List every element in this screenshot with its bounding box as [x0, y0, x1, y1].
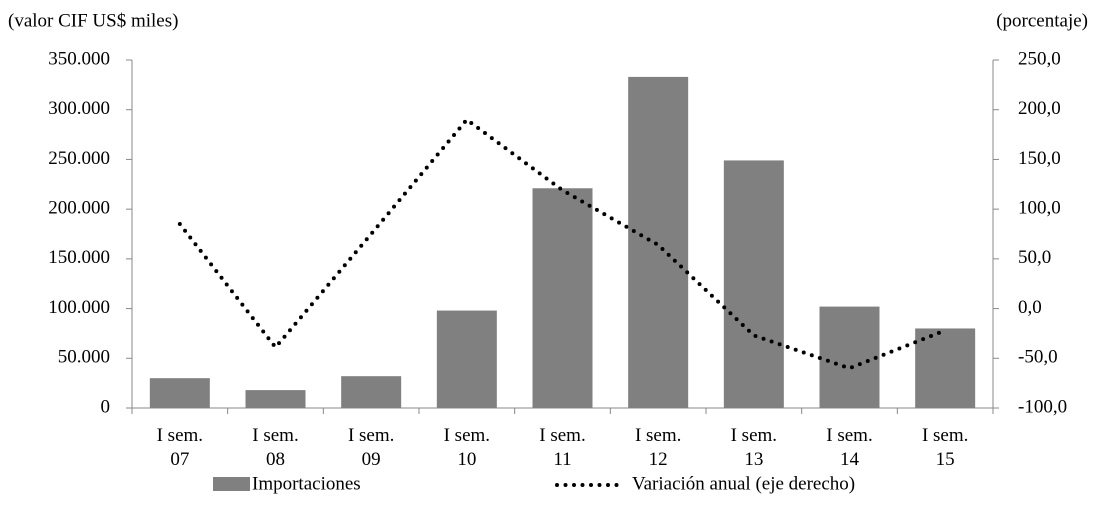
bar	[436, 310, 497, 408]
x-tick-label: I sem. 12	[634, 425, 682, 470]
y2-tick-label: 0,0	[1018, 297, 1042, 318]
y2-tick-label: 200,0	[1018, 98, 1061, 119]
x-tick-label: I sem. 07	[156, 425, 204, 470]
bar	[532, 188, 593, 408]
legend-swatch	[213, 477, 250, 491]
y2-tick-label: 250,0	[1018, 48, 1061, 69]
x-tick-label: I sem. 14	[826, 425, 873, 470]
y-tick-label: 0	[101, 396, 111, 417]
bar	[915, 328, 976, 408]
legend-label: Variación anual (eje derecho)	[632, 473, 855, 494]
bar	[245, 390, 306, 408]
y2-axis-label: (porcentaje)	[996, 10, 1088, 31]
y-tick-label: 200.000	[48, 198, 110, 219]
x-tick-label: I sem. 10	[443, 425, 491, 470]
y-tick-label: 300.000	[48, 98, 110, 119]
x-tick-label: I sem. 11	[539, 425, 586, 470]
bar	[723, 160, 784, 408]
bar	[341, 376, 402, 408]
bar	[819, 306, 880, 408]
y2-tick-label: 150,0	[1018, 148, 1061, 169]
bar	[149, 378, 210, 408]
legend-label: Importaciones	[252, 473, 361, 494]
x-tick-label: I sem. 09	[347, 425, 395, 470]
line	[177, 116, 948, 371]
y2-tick-label: -100,0	[1018, 396, 1067, 417]
x-tick-label: I sem. 15	[921, 425, 969, 470]
y-tick-label: 250.000	[48, 148, 110, 169]
y2-tick-label: 100,0	[1018, 198, 1061, 219]
y-tick-label: 50.000	[58, 347, 110, 368]
y2-tick-label: 50,0	[1018, 247, 1051, 268]
y-tick-label: 150.000	[48, 247, 110, 268]
x-tick-label: I sem. 13	[730, 425, 778, 470]
y2-tick-label: -50,0	[1018, 347, 1058, 368]
x-tick-label: I sem. 08	[252, 425, 299, 470]
y-tick-label: 350.000	[48, 48, 110, 69]
y-tick-label: 100.000	[48, 297, 110, 318]
y-axis-label: (valor CIF US$ miles)	[8, 10, 178, 31]
bar	[628, 76, 689, 408]
